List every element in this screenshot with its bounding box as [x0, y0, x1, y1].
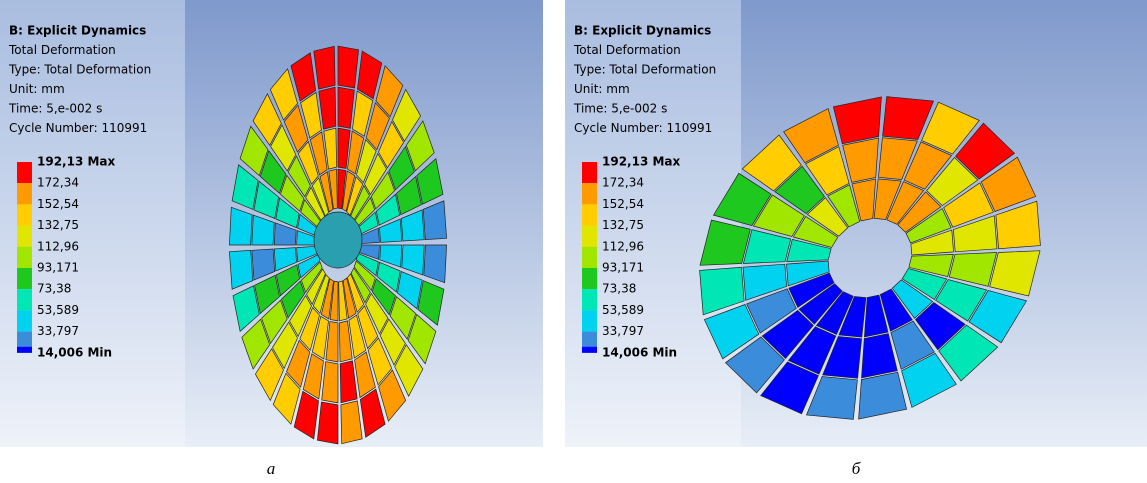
legend-swatch — [17, 226, 32, 247]
legend-label: 112,96 — [602, 239, 644, 253]
legend-swatch — [582, 289, 597, 310]
legend-swatch — [582, 226, 597, 247]
legend-label: 53,589 — [602, 303, 644, 317]
page: {"panels": [ {"header": ["B: Explicit Dy… — [0, 0, 1147, 483]
legend-label: 132,75 — [37, 218, 79, 232]
legend-label: 73,38 — [37, 282, 71, 296]
legend-swatch — [17, 183, 32, 204]
header-line: Type: Total Deformation — [8, 63, 151, 77]
legend-label: 73,38 — [602, 282, 636, 296]
header-line: Cycle Number: 110991 — [9, 121, 147, 135]
legend-label: 172,34 — [602, 176, 644, 190]
legend-label: 132,75 — [602, 218, 644, 232]
legend-swatch — [17, 162, 32, 183]
legend-label: 172,34 — [37, 176, 79, 190]
caption: б — [852, 459, 861, 478]
header-line: Unit: mm — [574, 82, 630, 96]
legend-swatch — [17, 247, 32, 268]
legend-label: 33,797 — [602, 324, 644, 338]
legend-swatch — [582, 204, 597, 225]
legend-swatch — [582, 310, 597, 331]
legend-swatch — [582, 268, 597, 289]
figure: B: Explicit Dynamics Total Deformation Typ… — [0, 0, 1147, 483]
header-line: Cycle Number: 110991 — [574, 121, 712, 135]
legend-swatch — [582, 162, 597, 183]
legend-label: 53,589 — [37, 303, 79, 317]
header-line: Unit: mm — [9, 82, 65, 96]
legend-swatch — [17, 268, 32, 289]
legend-swatch — [17, 347, 32, 353]
legend-label: 93,171 — [602, 261, 644, 275]
legend-label: 93,171 — [37, 261, 79, 275]
legend-label: 14,006 Min — [602, 345, 677, 359]
legend-swatch — [582, 183, 597, 204]
legend-swatch — [17, 310, 32, 331]
header-line: Type: Total Deformation — [573, 63, 716, 77]
mesh-cell — [338, 46, 359, 88]
legend-swatch — [582, 347, 597, 353]
header-line: Time: 5,e-002 s — [8, 102, 102, 116]
legend-swatch — [582, 247, 597, 268]
legend-label: 14,006 Min — [37, 345, 112, 359]
header-line: Total Deformation — [8, 43, 116, 57]
mesh-cell — [317, 402, 338, 444]
caption: а — [267, 459, 276, 478]
legend-label: 152,54 — [37, 197, 79, 211]
legend-label: 192,13 Max — [37, 155, 116, 169]
header-line: B: Explicit Dynamics — [9, 24, 146, 38]
legend-swatch — [17, 289, 32, 310]
mesh-core — [314, 212, 362, 268]
mesh-a — [229, 46, 446, 444]
legend-label: 152,54 — [602, 197, 644, 211]
legend-label: 33,797 — [37, 324, 79, 338]
legend-swatch — [17, 204, 32, 225]
legend-label: 112,96 — [37, 239, 79, 253]
header-line: Time: 5,e-002 s — [573, 102, 667, 116]
header-line: B: Explicit Dynamics — [574, 24, 711, 38]
header-line: Total Deformation — [573, 43, 681, 57]
legend-label: 192,13 Max — [602, 155, 681, 169]
